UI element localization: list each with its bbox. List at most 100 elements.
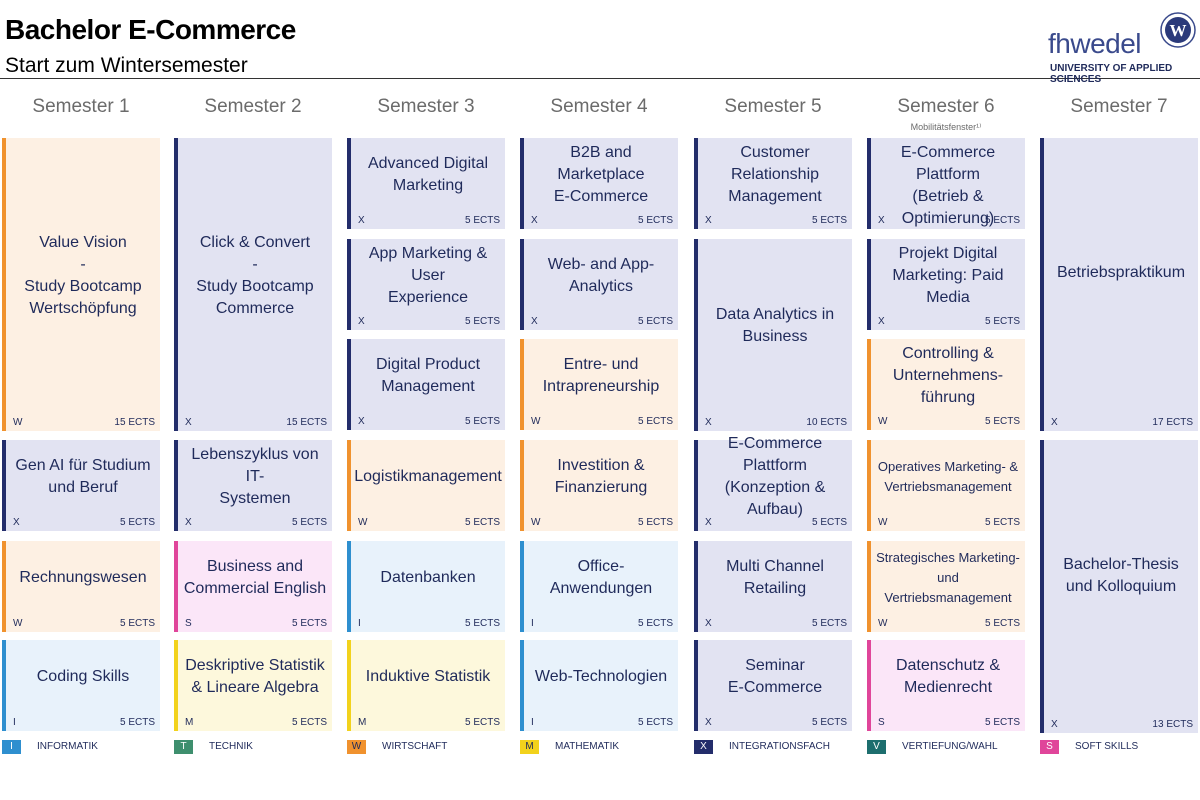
legend-swatch: X xyxy=(694,740,713,754)
module-card[interactable]: Bachelor-Thesis und Kolloquium X 13 ECTS xyxy=(1040,440,1198,733)
module-name: Logistikmanagement xyxy=(354,467,502,485)
module-ects: 5 ECTS xyxy=(119,517,155,528)
module-ects: 10 ECTS xyxy=(806,417,847,428)
module-category: M xyxy=(358,717,367,728)
module-category: W xyxy=(531,517,541,528)
module-card[interactable]: Coding Skills I 5 ECTS xyxy=(2,640,160,731)
module-category: S xyxy=(185,618,192,629)
module-card[interactable]: Digital Product Management X 5 ECTS xyxy=(347,339,505,430)
module-name: B2B and Marketplace E-Commerce xyxy=(553,143,649,205)
module-card[interactable]: Office-Anwendungen I 5 ECTS xyxy=(520,541,678,632)
module-category: W xyxy=(878,517,888,528)
logo-text-fh: fh xyxy=(1048,28,1071,59)
module-card[interactable]: Induktive Statistik M 5 ECTS xyxy=(347,640,505,731)
module-ects: 5 ECTS xyxy=(637,416,673,427)
module-card[interactable]: Deskriptive Statistik & Lineare Algebra M… xyxy=(174,640,332,731)
module-card[interactable]: Datenbanken I 5 ECTS xyxy=(347,541,505,632)
semester-header-4: Semester 4 xyxy=(550,96,648,117)
module-ects: 5 ECTS xyxy=(637,618,673,629)
module-ects: 5 ECTS xyxy=(119,618,155,629)
module-card[interactable]: Web-Technologien I 5 ECTS xyxy=(520,640,678,731)
module-name: Strategisches Marketing- und Vertriebsma… xyxy=(876,549,1020,605)
module-name: Induktive Statistik xyxy=(365,667,491,685)
module-category: X xyxy=(878,215,885,226)
module-ects: 5 ECTS xyxy=(637,316,673,327)
module-category: X xyxy=(13,517,20,528)
module-name: Multi Channel Retailing xyxy=(726,557,824,597)
module-card[interactable]: Operatives Marketing- & Vertriebsmanagem… xyxy=(867,440,1025,531)
module-category: I xyxy=(531,618,534,629)
module-name: Datenbanken xyxy=(380,568,476,586)
module-card[interactable]: Multi Channel Retailing X 5 ECTS xyxy=(694,541,852,632)
module-ects: 5 ECTS xyxy=(637,517,673,528)
semester-header-7: Semester 7 xyxy=(1070,96,1168,117)
module-card[interactable]: Projekt Digital Marketing: Paid Media X 5 … xyxy=(867,239,1025,330)
module-category: I xyxy=(531,717,534,728)
module-card[interactable]: Datenschutz & Medienrecht S 5 ECTS xyxy=(867,640,1025,731)
module-ects: 5 ECTS xyxy=(984,316,1020,327)
module-card[interactable]: E-Commerce Plattform (Betrieb & Optimier… xyxy=(867,138,1025,229)
legend-label: INFORMATIK xyxy=(37,741,98,752)
module-ects: 5 ECTS xyxy=(984,215,1020,226)
module-category: X xyxy=(358,316,365,327)
module-ects: 5 ECTS xyxy=(464,416,500,427)
module-card[interactable]: Value Vision - Study Bootcamp Wertschöpf… xyxy=(2,138,160,431)
module-category: X xyxy=(531,215,538,226)
module-ects: 5 ECTS xyxy=(811,618,847,629)
module-card[interactable]: Data Analytics in Business X 10 ECTS xyxy=(694,239,852,431)
logo: fhwedel xyxy=(1048,28,1142,60)
module-card[interactable]: Click & Convert - Study Bootcamp Commerc… xyxy=(174,138,332,431)
legend-swatch: V xyxy=(867,740,886,754)
module-card[interactable]: Business and Commercial English S 5 ECTS xyxy=(174,541,332,632)
module-name: Click & Convert - Study Bootcamp Commerc… xyxy=(196,233,314,317)
module-ects: 5 ECTS xyxy=(464,215,500,226)
semester-header-1: Semester 1 xyxy=(32,96,130,117)
module-category: X xyxy=(705,717,712,728)
logo-text-wedel: wedel xyxy=(1070,28,1142,59)
module-name: Betriebspraktikum xyxy=(1056,264,1186,281)
module-card[interactable]: Investition & Finanzierung W 5 ECTS xyxy=(520,440,678,531)
module-card[interactable]: Betriebspraktikum X 17 ECTS xyxy=(1040,138,1198,431)
module-card[interactable]: Entre- und Intrapreneurship W 5 ECTS xyxy=(520,339,678,430)
module-ects: 5 ECTS xyxy=(291,717,327,728)
module-card[interactable]: Controlling & Unternehmens- führung W 5 EC… xyxy=(867,339,1025,430)
module-name: Data Analytics in Business xyxy=(715,306,835,345)
module-name: E-Commerce Plattform (Betrieb & Optimier… xyxy=(900,144,996,227)
legend-label: INTEGRATIONSFACH xyxy=(729,741,830,752)
module-card[interactable]: Web- and App- Analytics X 5 ECTS xyxy=(520,239,678,330)
legend-swatch: M xyxy=(520,740,539,754)
module-card[interactable]: Logistikmanagement W 5 ECTS xyxy=(347,440,505,531)
module-card[interactable]: App Marketing & User Experience X 5 ECTS xyxy=(347,239,505,330)
module-card[interactable]: Strategisches Marketing- und Vertriebsma… xyxy=(867,541,1025,632)
semester-header-5: Semester 5 xyxy=(724,96,822,117)
semester-header-3: Semester 3 xyxy=(377,96,475,117)
legend-swatch: I xyxy=(2,740,21,754)
module-category: M xyxy=(185,717,194,728)
semester-header-6: Semester 6 xyxy=(897,96,995,117)
module-card[interactable]: Gen AI für Studium und Beruf X 5 ECTS xyxy=(2,440,160,531)
module-ects: 5 ECTS xyxy=(811,215,847,226)
logo-tagline: UNIVERSITY OF APPLIED SCIENCES xyxy=(1050,63,1173,85)
legend-swatch: W xyxy=(347,740,366,754)
module-ects: 5 ECTS xyxy=(984,416,1020,427)
module-card[interactable]: Customer Relationship Management X 5 ECTS xyxy=(694,138,852,229)
module-category: X xyxy=(185,417,192,428)
page-subtitle: Start zum Wintersemester xyxy=(5,54,248,77)
module-card[interactable]: Rechnungswesen W 5 ECTS xyxy=(2,541,160,632)
module-card[interactable]: B2B and Marketplace E-Commerce X 5 ECTS xyxy=(520,138,678,229)
module-card[interactable]: Seminar E-Commerce X 5 ECTS xyxy=(694,640,852,731)
module-category: X xyxy=(358,416,365,427)
module-category: W xyxy=(531,416,541,427)
module-ects: 5 ECTS xyxy=(984,618,1020,629)
module-card[interactable]: Lebenszyklus von IT- Systemen X 5 ECTS xyxy=(174,440,332,531)
module-category: I xyxy=(358,618,361,629)
module-name: Office-Anwendungen xyxy=(549,557,653,597)
module-ects: 5 ECTS xyxy=(637,215,673,226)
module-card[interactable]: E-Commerce Plattform (Konzeption & Aufba… xyxy=(694,434,852,531)
module-name: E-Commerce Plattform (Konzeption & Aufba… xyxy=(724,434,826,518)
page-title: Bachelor E-Commerce xyxy=(5,14,296,45)
module-card[interactable]: Advanced Digital Marketing X 5 ECTS xyxy=(347,138,505,229)
module-name: Datenschutz & Medienrecht xyxy=(895,656,1001,696)
module-ects: 5 ECTS xyxy=(464,517,500,528)
module-ects: 5 ECTS xyxy=(637,717,673,728)
